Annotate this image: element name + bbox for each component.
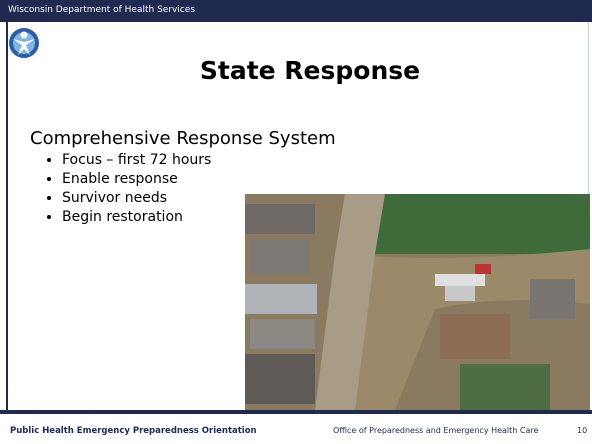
footer-center: Office of Preparedness and Emergency Hea… xyxy=(333,426,538,435)
bullet-list: Focus – first 72 hours Enable response S… xyxy=(44,151,211,227)
slide-title: State Response xyxy=(120,56,500,85)
slide: Wisconsin Department of Health Services … xyxy=(0,0,592,444)
organization: Wisconsin Department of Health Services xyxy=(8,5,195,15)
slide-heading: Comprehensive Response System xyxy=(30,128,336,149)
bullet: Begin restoration xyxy=(62,208,211,227)
logo xyxy=(8,27,40,59)
bullet: Focus – first 72 hours xyxy=(62,151,211,170)
page-number: 10 xyxy=(577,426,587,435)
flood-photo xyxy=(245,194,590,410)
bullet: Survivor needs xyxy=(62,189,211,208)
bullet: Enable response xyxy=(62,170,211,189)
footer-left: Public Health Emergency Preparedness Ori… xyxy=(10,426,257,436)
footer-bar xyxy=(0,410,592,414)
left-border xyxy=(6,22,8,410)
